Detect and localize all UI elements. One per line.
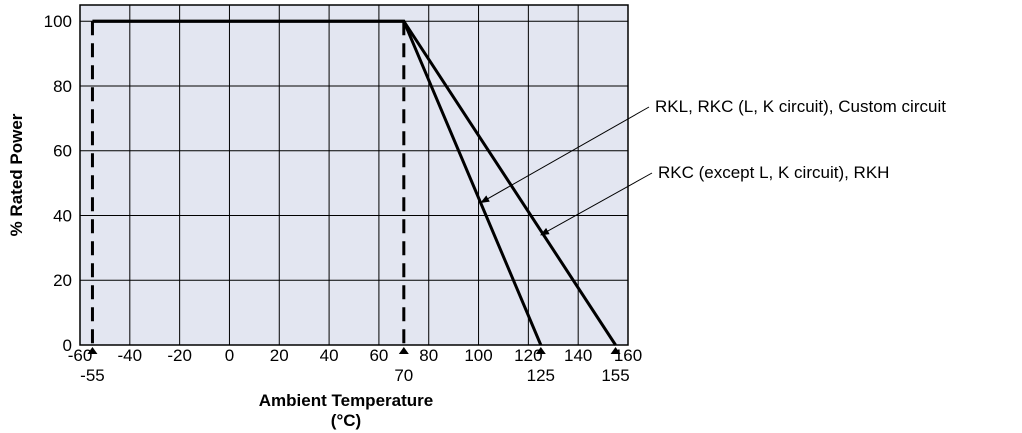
x-tick-label: 20	[270, 346, 289, 365]
y-tick-label: 0	[63, 336, 72, 355]
y-tick-label: 40	[53, 206, 72, 225]
y-tick-label: 60	[53, 142, 72, 161]
annotation-label: RKC (except L, K circuit), RKH	[658, 163, 889, 182]
x-tick-label: 60	[369, 346, 388, 365]
annotations: RKL, RKC (L, K circuit), Custom circuit R…	[480, 97, 946, 236]
y-tick-label: 80	[53, 77, 72, 96]
grid-lines	[80, 5, 628, 345]
tick-labels: -60 -40 -20 0 20 40 60 80 100 120 140 160 0 20 40 60 80 1…	[44, 12, 643, 365]
plot-area	[79, 4, 629, 346]
y-tick-label: 20	[53, 271, 72, 290]
x-axis-label: Ambient Temperature	[259, 391, 433, 410]
marker-triangle	[398, 347, 409, 354]
series-lines	[92, 19, 617, 346]
x-tick-label: 40	[320, 346, 339, 365]
x-tick-label: 0	[225, 346, 234, 365]
marker-label: 70	[394, 366, 413, 385]
y-tick-label: 100	[44, 12, 72, 31]
marker-triangle	[610, 347, 621, 354]
x-tick-label: -40	[118, 346, 143, 365]
x-tick-label: 140	[564, 346, 592, 365]
x-tick-label: 120	[514, 346, 542, 365]
x-tick-label: 100	[464, 346, 492, 365]
x-axis-unit: (°C)	[331, 411, 361, 430]
x-tick-label: -60	[68, 346, 93, 365]
temperature-markers: -55 70 125 155	[80, 21, 630, 385]
marker-label: -55	[80, 366, 105, 385]
x-tick-label: 80	[419, 346, 438, 365]
x-tick-label: 160	[614, 346, 642, 365]
marker-triangle	[87, 347, 98, 354]
y-axis-label: % Rated Power	[7, 113, 26, 236]
marker-triangle	[535, 347, 546, 354]
marker-label: 155	[601, 366, 629, 385]
marker-label: 125	[527, 366, 555, 385]
annotation-arrow	[480, 106, 650, 203]
annotation-label: RKL, RKC (L, K circuit), Custom circuit	[655, 97, 946, 116]
series-line	[92, 19, 617, 346]
annotation-arrow	[540, 172, 653, 236]
x-tick-label: -20	[167, 346, 192, 365]
